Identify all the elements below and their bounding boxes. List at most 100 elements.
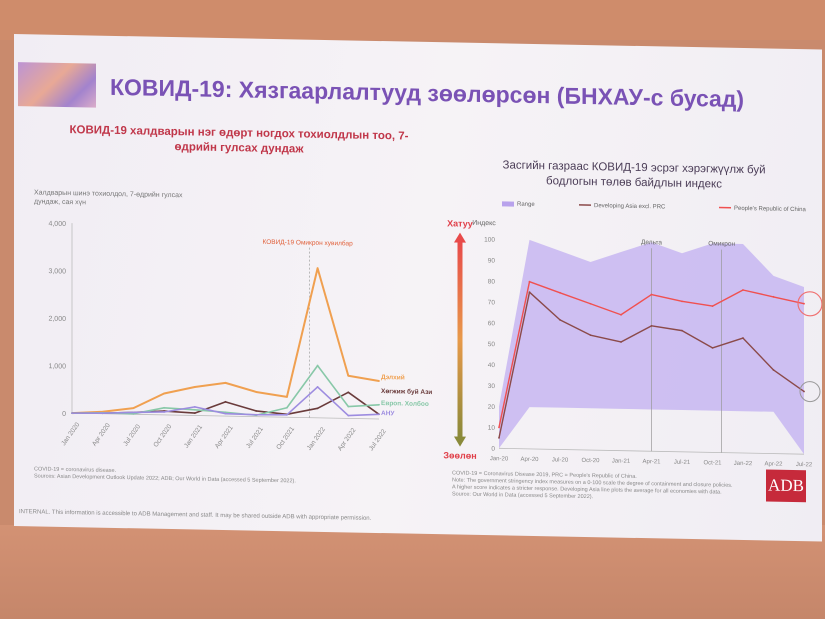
left-series-label: Европ. Холбоо [381,399,429,408]
left-data-point [224,412,227,415]
left-data-point [163,406,166,409]
arrow-up-icon [454,232,466,243]
right-y-tick-label: 0 [491,446,495,453]
arrow-top-label: Хатуу [447,218,473,228]
left-data-point [193,386,196,388]
right-data-point [803,390,805,393]
right-x-tick-label: Apr-20 [520,457,539,463]
right-y-tick-label: 50 [488,341,496,348]
right-y-tick-label: 60 [488,320,496,327]
right-x-tick-label: Oct-21 [703,460,722,466]
right-y-tick-label: 10 [488,425,496,432]
right-data-point [711,347,714,349]
left-series-label: Дэлхий [381,373,405,381]
right-x-tick-label: Oct-20 [581,458,600,464]
right-data-point [742,289,744,291]
left-data-point [193,408,196,411]
right-x-tick-label: Jan-20 [490,456,509,462]
left-data-point [286,406,288,409]
right-data-point [620,341,622,343]
delta-label: Дельта [641,239,662,246]
right-x-tick-label: Jul-21 [674,460,691,466]
left-data-point [316,364,319,367]
omicron-label: Омикрон [708,240,735,248]
left-data-point [193,412,196,414]
left-series-label: Хөгжиж буй Ази [381,387,432,396]
left-series-label: АНУ [381,410,395,417]
left-data-point [71,412,73,415]
projection-screen: КОВИД-19: Хязгаарлалтууд зөөлөрсөн (БНХА… [14,34,822,542]
omicron-annotation: КОВИД-19 Омикрон хувилбар [263,238,354,248]
left-data-point [132,412,135,415]
left-y-tick-label: 3,000 [48,268,66,275]
right-data-point [681,329,683,332]
left-data-point [255,410,258,412]
right-data-point [681,300,683,303]
left-data-point [193,406,196,408]
right-x-tick-label: Jul-20 [552,457,569,463]
right-legend-label: People's Republic of China [734,206,807,213]
right-data-point [742,337,744,339]
arrow-bottom-label: Зөөлөн [443,450,476,461]
left-data-point [255,391,258,393]
right-data-point [528,291,531,294]
right-data-point [589,334,592,337]
right-x-tick-label: Jan-21 [612,458,631,464]
right-data-point [803,302,805,305]
left-y-tick-label: 2,000 [48,316,66,323]
right-data-point [498,436,500,439]
left-data-point [316,267,319,270]
left-data-point [163,392,166,395]
left-data-point [378,413,380,416]
right-data-point [498,426,500,429]
left-data-point [255,413,258,416]
right-legend-label: Range [517,202,535,208]
right-data-point [559,291,561,294]
right-data-point [711,305,714,308]
range-legend-swatch [502,201,514,207]
right-x-tick-label: Jul-22 [796,462,813,468]
left-y-tick-label: 1,000 [48,363,66,370]
left-data-point [163,411,166,413]
left-data-point [101,412,104,415]
right-data-point [772,369,775,371]
wall-background-top [0,0,825,40]
right-data-point [650,293,653,296]
right-y-tick-label: 80 [488,278,496,285]
right-data-point [528,280,531,283]
left-data-point [132,411,135,414]
left-data-point [316,386,319,388]
right-y-tick-label: 20 [488,404,496,411]
left-data-point [224,400,227,403]
arrow-down-icon [454,436,466,447]
right-y-tick-label: 90 [488,257,496,264]
right-y-tick-label: 40 [488,362,496,369]
china-highlight-circle [797,291,822,317]
left-data-point [378,380,380,382]
wall-background-bottom [0,525,825,619]
left-data-point [286,413,288,416]
left-data-point [316,407,319,410]
left-data-point [347,391,350,394]
left-data-point [378,403,380,406]
right-y-tick-label: 70 [488,299,496,306]
right-x-tick-label: Jan-22 [734,461,753,467]
stringency-arrow-shaft [457,241,463,438]
asia-highlight-circle [799,381,821,403]
right-legend-label: Developing Asia excl. PRC [594,203,666,210]
right-y-tick-label: 100 [484,237,495,244]
right-x-tick-label: Apr-21 [642,459,661,465]
left-data-point [286,395,288,398]
right-data-point [772,295,775,298]
left-y-tick-label: 4,000 [48,221,66,228]
left-data-point [132,407,135,410]
left-data-point [347,414,350,417]
right-data-point [650,324,653,327]
right-chart-note: COVID-19 = Coronavirus Disease 2019, PRC… [452,470,733,501]
right-line-chart: Range Developing Asia excl. PRC People's R… [443,201,822,468]
left-data-point [224,411,227,414]
right-data-point [589,302,592,305]
left-data-point [347,374,350,377]
right-x-tick-label: Apr-22 [764,461,783,467]
left-data-point [224,381,227,384]
